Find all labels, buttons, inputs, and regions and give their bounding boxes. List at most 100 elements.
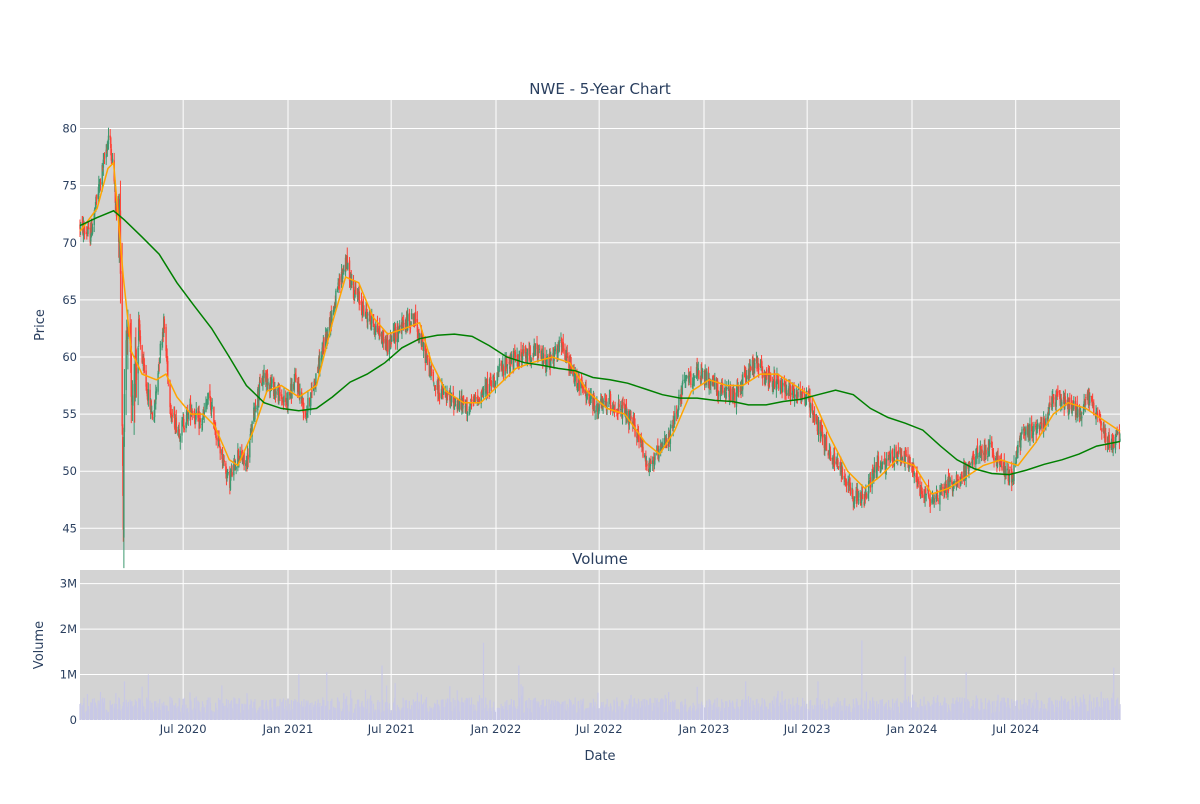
candle-body (342, 270, 344, 273)
candle-body (789, 392, 792, 397)
candle-body (875, 469, 878, 475)
volume-bar (758, 703, 760, 720)
volume-bar (638, 701, 640, 720)
candle-body (1007, 471, 1010, 482)
candle-body (179, 436, 181, 442)
volume-bar (769, 702, 771, 720)
candle-body (335, 290, 337, 305)
volume-bar (941, 705, 943, 720)
candle-body (103, 157, 106, 159)
volume-bar (597, 692, 599, 720)
volume-bar (993, 700, 995, 720)
volume-bar (384, 702, 387, 720)
candle-body (719, 386, 722, 393)
candle-body (722, 386, 724, 393)
candle-body (596, 405, 599, 407)
candle-body (375, 325, 377, 333)
candle-body (659, 443, 662, 451)
volume-bar (782, 705, 784, 720)
candle-body (1039, 425, 1041, 429)
candle-body (283, 395, 285, 403)
candle-body (163, 318, 166, 330)
candle-body (1041, 422, 1043, 430)
candle-body (432, 371, 435, 381)
volume-bar (506, 700, 508, 720)
candle-body (1061, 401, 1063, 406)
candle-body (712, 375, 715, 384)
volume-bar (299, 704, 301, 720)
candle-body (1037, 424, 1039, 427)
candle-body (1051, 398, 1053, 410)
candle-body (299, 391, 301, 400)
candle-body (661, 447, 663, 449)
candle-body (941, 487, 943, 489)
candle-body (769, 374, 772, 382)
candle-body (242, 461, 244, 465)
volume-bar (1057, 707, 1059, 720)
candle-body (730, 387, 732, 402)
candle-body (218, 437, 220, 441)
candle-body (800, 395, 803, 398)
candle-body (448, 393, 450, 395)
candle-body (496, 372, 498, 384)
volume-bar (1005, 706, 1007, 720)
candle-body (169, 380, 171, 408)
candle-body (347, 263, 349, 270)
candle-body (976, 446, 979, 454)
candle-body (620, 408, 622, 411)
candle-body (725, 391, 727, 399)
candle-body (561, 343, 563, 349)
candle-body (95, 194, 98, 200)
volume-bar (326, 672, 328, 720)
volume-subplot-title: Volume (572, 550, 628, 568)
candle-body (841, 467, 844, 477)
candle-body (554, 346, 556, 352)
volume-bar (650, 703, 652, 720)
candle-body (678, 394, 680, 406)
volume-bar (973, 708, 975, 720)
candle-body (917, 478, 919, 484)
candle-body (470, 399, 473, 403)
candle-body (944, 487, 946, 490)
volume-bar (956, 697, 958, 720)
volume-bar (423, 702, 425, 720)
volume-bar (889, 709, 891, 720)
candle-body (123, 394, 126, 432)
volume-bar (1009, 708, 1011, 720)
candle-body (885, 459, 888, 468)
candle-body (1064, 396, 1066, 403)
volume-bar (903, 700, 905, 720)
candle-body (185, 423, 187, 428)
candle-body (138, 318, 140, 328)
candle-body (578, 379, 580, 391)
candle-body (91, 226, 94, 234)
candle-body (1028, 425, 1030, 429)
volume-bar (291, 708, 293, 720)
volume-bar (835, 701, 837, 720)
candle-body (610, 408, 612, 410)
candle-body (885, 465, 887, 472)
candle-body (151, 411, 153, 413)
candle-body (145, 370, 147, 387)
volume-bar (1102, 698, 1105, 720)
candle-body (524, 346, 527, 359)
volume-bar (79, 703, 82, 720)
volume-bar (1073, 711, 1075, 720)
candle-body (633, 419, 636, 426)
volume-bar (231, 708, 233, 720)
volume-bar (784, 698, 787, 720)
candle-body (801, 391, 804, 395)
candle-body (1056, 392, 1059, 394)
volume-bar (1077, 706, 1079, 720)
volume-bar (670, 702, 672, 720)
volume-bar (215, 707, 217, 720)
candle-body (413, 319, 416, 321)
candle-body (90, 236, 92, 242)
candle-body (893, 448, 896, 467)
candle-body (813, 414, 816, 422)
candle-body (351, 280, 353, 286)
candle-body (398, 325, 401, 328)
volume-bar (1108, 700, 1110, 720)
candle-body (336, 287, 339, 292)
